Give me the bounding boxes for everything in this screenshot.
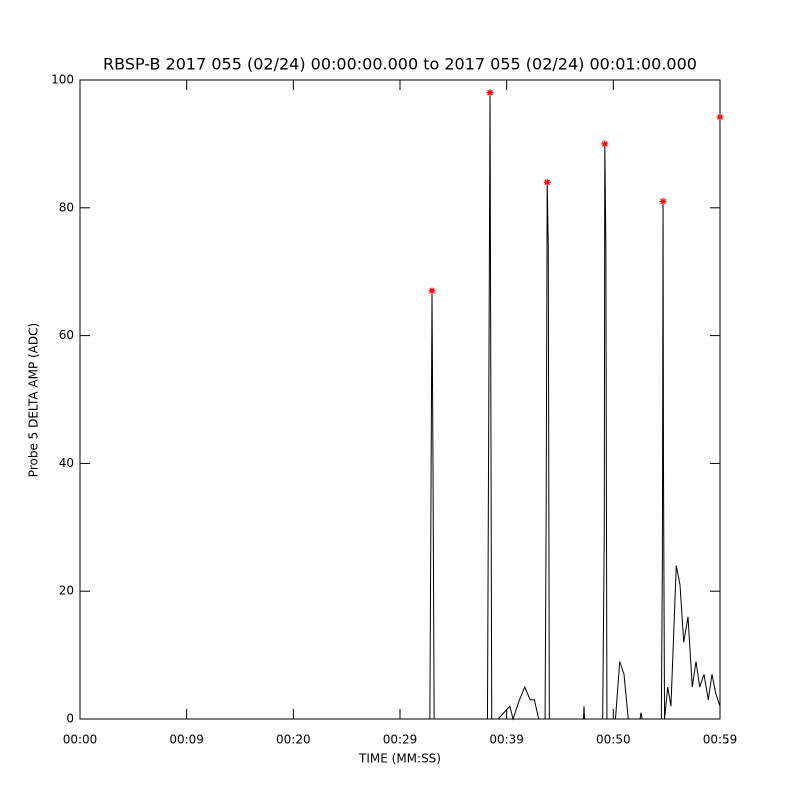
asterisk [486,89,494,97]
peak-marker [543,178,551,186]
y-tick-label: 40 [59,456,74,470]
y-tick-label: 0 [66,712,74,726]
x-tick-label: 00:50 [596,733,631,747]
chart-title: RBSP-B 2017 055 (02/24) 00:00:00.000 to … [103,55,697,74]
peak-marker [659,197,667,205]
y-axis-label: Probe 5 DELTA AMP (ADC) [27,323,41,477]
peak-marker [428,287,436,295]
asterisk [543,178,551,186]
y-tick-label: 60 [59,328,74,342]
data-line [80,92,721,721]
peak-marker [486,89,494,97]
x-tick-label: 00:59 [703,733,738,747]
asterisk [716,113,724,121]
x-tick-label: 00:29 [383,733,418,747]
x-tick-label: 00:20 [276,733,311,747]
x-tick-label: 00:39 [489,733,524,747]
asterisk [659,197,667,205]
asterisk [428,287,436,295]
y-tick-label: 80 [59,200,74,214]
x-tick-label: 00:09 [169,733,204,747]
x-axis-label: TIME (MM:SS) [358,752,441,766]
plot-frame [79,79,721,720]
peak-marker [601,140,609,148]
x-tick-label: 00:00 [63,733,98,747]
y-tick-label: 20 [59,584,74,598]
peak-marker [716,113,724,121]
asterisk [601,140,609,148]
y-tick-label: 100 [51,73,74,87]
